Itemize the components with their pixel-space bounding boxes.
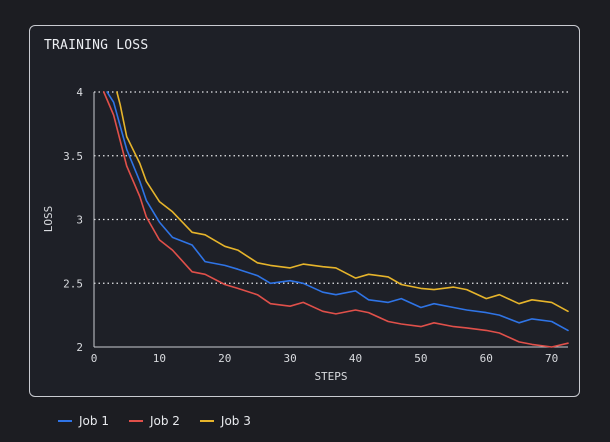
y-tick-label: 3 <box>76 214 83 227</box>
legend-item-job-2: Job 2 <box>128 414 180 428</box>
x-tick-label: 60 <box>480 352 493 365</box>
x-tick-label: 50 <box>414 352 427 365</box>
series-line-job-3 <box>116 91 569 313</box>
x-tick-label: 0 <box>91 352 98 365</box>
series-line-job-1 <box>106 91 569 332</box>
x-tick-label: 10 <box>153 352 166 365</box>
y-axis-label: LOSS <box>42 206 55 233</box>
x-tick-label: 40 <box>349 352 362 365</box>
x-tick-label: 20 <box>218 352 231 365</box>
x-tick-label: 30 <box>284 352 297 365</box>
legend-item-job-1: Job 1 <box>58 414 109 428</box>
y-tick-label: 2 <box>76 341 83 354</box>
legend-label-job-2: Job 2 <box>149 414 180 428</box>
x-tick-label: 70 <box>545 352 558 365</box>
chart-legend: Job 1 Job 2 Job 3 <box>58 414 251 428</box>
legend-swatch-job-1 <box>58 420 72 422</box>
legend-label-job-3: Job 3 <box>220 414 251 428</box>
legend-swatch-job-3 <box>199 420 214 422</box>
x-axis-label: STEPS <box>314 370 347 383</box>
chart-card: TRAINING LOSS <box>29 25 580 397</box>
y-tick-label: 3.5 <box>63 150 83 163</box>
legend-swatch-job-2 <box>128 420 143 422</box>
y-tick-label: 2.5 <box>63 277 83 290</box>
legend-label-job-1: Job 1 <box>79 414 109 428</box>
y-tick-label: 4 <box>76 86 83 99</box>
series-line-job-2 <box>103 91 569 348</box>
chart-title: TRAINING LOSS <box>44 38 149 53</box>
legend-item-job-3: Job 3 <box>199 414 251 428</box>
